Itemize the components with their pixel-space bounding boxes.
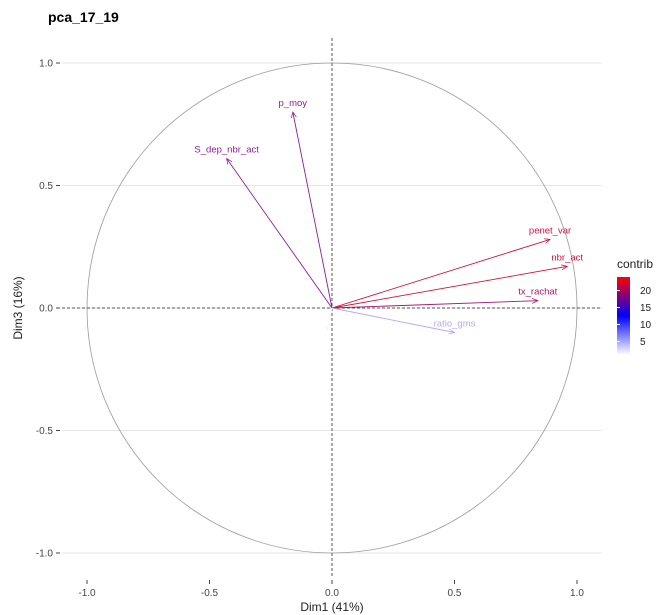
x-axis-ticks: -1.0 -0.5 0.0 0.5 1.0	[78, 580, 584, 599]
y-tick-label-1: -0.5	[36, 426, 54, 437]
legend-tick-label-1: 15	[640, 303, 652, 314]
y-tick-label-3: 0.5	[39, 181, 53, 192]
label-ratio_gms: ratio_gms	[434, 319, 476, 330]
arrow-unlabeled-6	[327, 307, 333, 330]
variable-unlabeled-6	[327, 307, 333, 330]
label-penet_var: penet_var	[529, 225, 571, 236]
y-axis-label: Dim3 (16%)	[11, 276, 25, 339]
arrow-S_dep_nbr_act	[227, 159, 333, 309]
x-tick-label-0: -1.0	[78, 588, 96, 599]
label-tx_rachat: tx_rachat	[518, 287, 557, 298]
variable-nbr_act: nbr_act	[331, 252, 583, 309]
legend-color-bar	[617, 277, 630, 355]
y-tick-label-4: 1.0	[39, 59, 53, 70]
arrow-tx_rachat	[331, 301, 538, 309]
legend-tick-label-0: 20	[640, 286, 652, 297]
x-tick-label-1: -0.5	[201, 588, 219, 599]
variable-S_dep_nbr_act: S_dep_nbr_act	[194, 145, 333, 309]
x-tick-label-2: 0.0	[325, 588, 339, 599]
label-S_dep_nbr_act: S_dep_nbr_act	[194, 145, 259, 156]
y-tick-label-0: -1.0	[36, 549, 54, 560]
y-axis-ticks: -1.0 -0.5 0.0 0.5 1.0	[36, 59, 60, 560]
legend-title: contrib	[617, 257, 653, 271]
arrow-p_moy	[293, 112, 333, 309]
variable-ratio_gms: ratio_gms	[331, 307, 476, 333]
variable-vectors: p_moy S_dep_nbr_act penet_var nbr_act tx_rac…	[194, 98, 583, 333]
chart-title: pca_17_19	[48, 9, 119, 25]
legend: contrib 20 15 10 5	[617, 257, 653, 355]
arrow-ratio_gms	[331, 307, 455, 333]
legend-ticks: 20 15 10 5	[617, 286, 652, 348]
y-tick-label-2: 0.0	[39, 304, 53, 315]
variable-penet_var: penet_var	[331, 225, 571, 309]
x-tick-label-4: 1.0	[570, 588, 584, 599]
label-p_moy: p_moy	[279, 98, 308, 109]
label-nbr_act: nbr_act	[551, 252, 583, 263]
variable-tx_rachat: tx_rachat	[331, 287, 558, 309]
arrow-penet_var	[331, 239, 550, 309]
x-axis-label: Dim1 (41%)	[300, 600, 363, 614]
variable-p_moy: p_moy	[279, 98, 333, 309]
x-tick-label-3: 0.5	[448, 588, 462, 599]
arrow-nbr_act	[331, 266, 567, 309]
legend-tick-label-3: 5	[640, 337, 646, 348]
legend-tick-label-2: 10	[640, 320, 652, 331]
